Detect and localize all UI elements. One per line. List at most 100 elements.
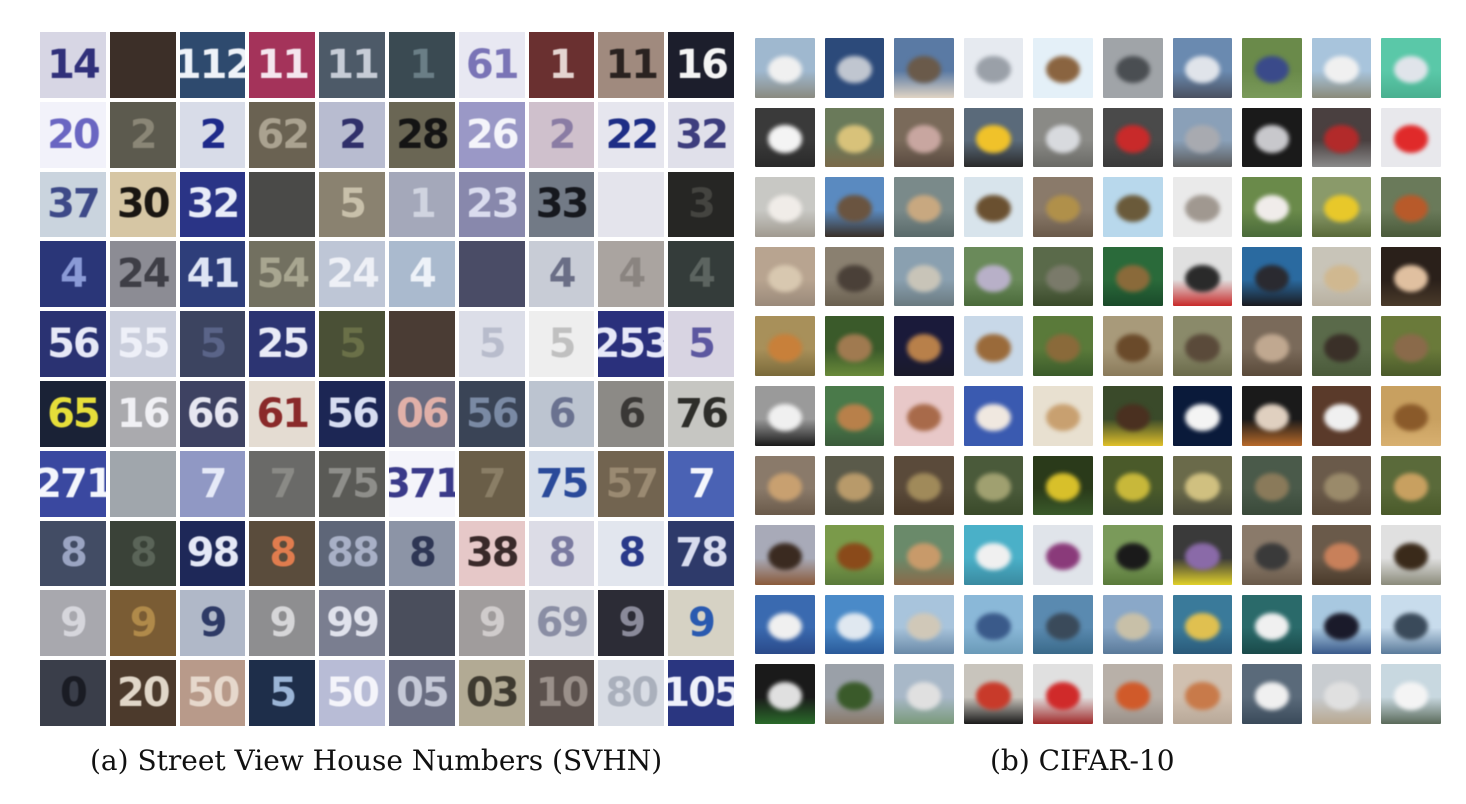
cifar-thumbnail-airplane xyxy=(894,38,954,98)
svhn-tile: 69 xyxy=(528,590,595,657)
cifar-thumbnail-automobile xyxy=(1033,107,1093,168)
svhn-tile-digits: 41 xyxy=(186,251,241,298)
cifar-subject xyxy=(767,125,803,153)
cifar-thumbnail-bird xyxy=(1311,177,1372,237)
cifar-subject xyxy=(837,612,872,641)
cifar-thumbnail-airplane xyxy=(1381,38,1441,98)
svhn-tile: 3 xyxy=(668,171,734,238)
svhn-tile-digits: 1 xyxy=(408,41,437,88)
svhn-tile: 05 xyxy=(389,660,455,726)
cifar-subject xyxy=(1254,195,1290,223)
svhn-tile: 9 xyxy=(40,590,106,657)
svhn-tile-digits: 14 xyxy=(47,41,101,88)
cifar-thumbnail-truck xyxy=(963,664,1024,724)
svhn-panel: 14 112 11 11 1 61 1 11 16 20 2 2 62 2 28 26 2 22 32 37 30 32 5… xyxy=(40,32,734,726)
svhn-tile-digits: 16 xyxy=(116,390,171,437)
svhn-tile-digits: 7 xyxy=(688,460,716,507)
cifar-thumbnail-automobile xyxy=(755,107,815,168)
svhn-tile-digits: 7 xyxy=(269,460,297,507)
cifar-subject xyxy=(1115,682,1151,710)
cifar-subject xyxy=(976,682,1011,710)
svhn-tile-digits: 62 xyxy=(256,111,310,158)
svhn-tile: 0 xyxy=(40,660,106,726)
cifar-subject xyxy=(1324,334,1359,362)
svhn-tile-digits: 56 xyxy=(47,321,101,368)
svhn-tile-digits: 61 xyxy=(465,41,520,88)
cifar-subject xyxy=(1324,612,1359,641)
cifar-thumbnail-frog xyxy=(1172,455,1233,516)
cifar-subject xyxy=(1045,334,1081,362)
cifar-thumbnail-horse xyxy=(755,525,815,585)
svhn-tile-digits: 20 xyxy=(47,111,101,158)
caption-svhn: (a) Street View House Numbers (SVHN) xyxy=(90,744,663,777)
svhn-tile-digits: 24 xyxy=(326,251,380,298)
cifar-subject xyxy=(1045,682,1081,710)
svhn-tile: 8 xyxy=(598,520,665,587)
svhn-tile: 50 xyxy=(179,660,246,726)
svhn-tile: 105 xyxy=(668,660,734,726)
cifar-subject xyxy=(1393,612,1429,641)
svhn-tile: 75 xyxy=(528,450,595,517)
svhn-tile: 6 xyxy=(528,381,595,447)
svhn-tile: 8 xyxy=(528,520,595,587)
svhn-tile: 9 xyxy=(249,590,316,657)
svhn-tile-digits: 9 xyxy=(688,600,716,647)
cifar-thumbnail-deer xyxy=(1172,316,1233,376)
cifar-thumbnail-cat xyxy=(755,246,815,307)
svhn-tile-digits: 7 xyxy=(199,460,228,507)
svhn-tile-digits: 8 xyxy=(269,530,297,577)
cifar-thumbnail-horse xyxy=(894,525,954,585)
svhn-tile-digits: 98 xyxy=(186,530,241,577)
svhn-tile: 56 xyxy=(458,381,525,447)
cifar-thumbnail-horse xyxy=(824,525,885,585)
cifar-thumbnail-bird xyxy=(1172,177,1233,237)
cifar-subject xyxy=(837,125,872,153)
svhn-tile-digits: 8 xyxy=(548,530,577,577)
svhn-tile-digits: 05 xyxy=(396,670,450,717)
svhn-tile-digits: 2 xyxy=(548,111,577,158)
cifar-subject xyxy=(1393,334,1429,362)
cifar-subject xyxy=(837,55,872,84)
cifar-thumbnail-automobile xyxy=(1242,107,1302,168)
cifar-thumbnail-deer xyxy=(963,316,1024,376)
svhn-tile: 25 xyxy=(249,311,316,377)
cifar-thumbnail-truck xyxy=(894,664,954,724)
svhn-tile-digits: 56 xyxy=(326,390,380,437)
cifar-subject xyxy=(976,55,1011,84)
cifar-thumbnail-dog xyxy=(894,385,954,446)
cifar-thumbnail-horse xyxy=(1242,525,1302,585)
cifar-thumbnail-horse xyxy=(1033,525,1093,585)
cifar-thumbnail-cat xyxy=(1381,246,1441,307)
svhn-tile xyxy=(458,241,525,308)
cifar-subject xyxy=(1045,473,1081,501)
cifar-thumbnail-dog xyxy=(1172,385,1233,446)
cifar-subject xyxy=(1393,682,1429,710)
cifar-thumbnail-automobile xyxy=(894,107,954,168)
cifar-thumbnail-ship xyxy=(1033,594,1093,655)
cifar-thumbnail-bird xyxy=(1033,177,1093,237)
svhn-tile-digits: 61 xyxy=(256,390,310,437)
svhn-tile: 65 xyxy=(40,381,106,447)
svhn-tile-digits: 76 xyxy=(675,390,729,437)
svhn-tile-digits: 7 xyxy=(478,460,507,507)
svhn-tile: 5 xyxy=(458,311,525,377)
cifar-subject xyxy=(1185,55,1220,84)
svhn-tile xyxy=(389,590,455,657)
cifar-thumbnail-truck xyxy=(755,664,815,724)
cifar-thumbnail-bird xyxy=(963,177,1024,237)
svhn-tile-digits: 1 xyxy=(408,181,437,228)
svhn-tile-digits: 2 xyxy=(199,111,228,158)
cifar-thumbnail-cat xyxy=(824,246,885,307)
cifar-subject xyxy=(906,264,942,293)
svhn-tile: 75 xyxy=(319,450,385,517)
svhn-tile: 24 xyxy=(319,241,385,308)
cifar-subject xyxy=(1185,543,1220,571)
svhn-tile: 7 xyxy=(179,450,246,517)
svhn-tile-digits: 38 xyxy=(465,530,520,577)
cifar-thumbnail-truck xyxy=(1381,664,1441,724)
svhn-tile-digits: 57 xyxy=(605,460,659,507)
cifar-subject xyxy=(976,473,1011,501)
cifar-thumbnail-cat xyxy=(1311,246,1372,307)
cifar-subject xyxy=(976,612,1011,641)
svhn-tile-digits: 37 xyxy=(47,181,101,228)
